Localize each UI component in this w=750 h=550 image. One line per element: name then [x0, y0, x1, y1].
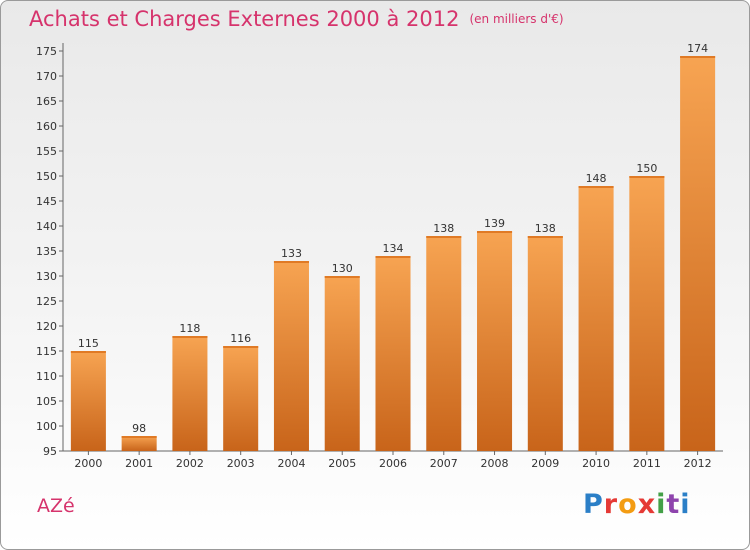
y-tick-label: 105: [36, 395, 57, 408]
value-label: 115: [78, 337, 99, 350]
y-tick-label: 95: [43, 445, 57, 458]
value-label: 118: [179, 322, 200, 335]
bar: [172, 336, 208, 451]
bar: [70, 351, 106, 451]
logo-letter: P: [583, 489, 604, 520]
x-tick-label: 2006: [379, 457, 407, 470]
x-tick-label: 2000: [74, 457, 102, 470]
bar-top-edge: [426, 236, 462, 238]
bar: [426, 236, 462, 451]
x-tick-label: 2005: [328, 457, 356, 470]
bar-top-edge: [324, 276, 360, 278]
value-label: 150: [636, 162, 657, 175]
bar-top-edge: [172, 336, 208, 338]
bar: [578, 186, 614, 451]
y-tick-label: 130: [36, 270, 57, 283]
chart-title-text: Achats et Charges Externes 2000 à 2012: [29, 7, 460, 31]
value-label: 98: [132, 422, 146, 435]
bar: [527, 236, 563, 451]
y-tick-label: 135: [36, 245, 57, 258]
bar-top-edge: [629, 176, 665, 178]
bar: [324, 276, 360, 451]
bar-top-edge: [477, 231, 513, 233]
value-label: 133: [281, 247, 302, 260]
y-tick-label: 165: [36, 95, 57, 108]
y-tick-label: 115: [36, 345, 57, 358]
y-tick-label: 145: [36, 195, 57, 208]
y-tick-label: 100: [36, 420, 57, 433]
bar: [680, 56, 716, 451]
chart-title: Achats et Charges Externes 2000 à 2012 (e…: [29, 7, 564, 31]
logo-letter: o: [618, 489, 638, 520]
y-tick-label: 110: [36, 370, 57, 383]
y-tick-label: 170: [36, 70, 57, 83]
x-tick-label: 2003: [227, 457, 255, 470]
value-label: 148: [586, 172, 607, 185]
bar: [223, 346, 259, 451]
y-tick-label: 140: [36, 220, 57, 233]
bar-top-edge: [121, 436, 157, 438]
logo-letter: i: [656, 489, 667, 520]
value-label: 139: [484, 217, 505, 230]
proxiti-logo: Proxiti: [583, 489, 691, 520]
value-label: 116: [230, 332, 251, 345]
chart-subtitle: (en milliers d'€): [469, 12, 564, 26]
y-tick-label: 150: [36, 170, 57, 183]
x-tick-label: 2004: [277, 457, 305, 470]
bar: [629, 176, 665, 451]
bar: [121, 436, 157, 451]
bar-top-edge: [70, 351, 106, 353]
x-tick-label: 2001: [125, 457, 153, 470]
x-tick-label: 2008: [481, 457, 509, 470]
bar-top-edge: [527, 236, 563, 238]
y-tick-label: 175: [36, 45, 57, 58]
x-tick-label: 2007: [430, 457, 458, 470]
x-tick-label: 2010: [582, 457, 610, 470]
bar: [273, 261, 309, 451]
bar-top-edge: [578, 186, 614, 188]
bar-top-edge: [223, 346, 259, 348]
place-name: AZé: [37, 495, 75, 517]
value-label: 130: [332, 262, 353, 275]
bar-top-edge: [375, 256, 411, 258]
x-tick-label: 2009: [531, 457, 559, 470]
logo-letter: i: [680, 489, 691, 520]
logo-letter: r: [603, 489, 619, 520]
x-tick-label: 2011: [633, 457, 661, 470]
x-tick-label: 2002: [176, 457, 204, 470]
value-label: 138: [433, 222, 454, 235]
value-label: 138: [535, 222, 556, 235]
value-label: 174: [687, 42, 708, 55]
value-label: 134: [383, 242, 404, 255]
bar-top-edge: [680, 56, 716, 58]
x-tick-label: 2012: [684, 457, 712, 470]
bar: [477, 231, 513, 451]
y-tick-label: 125: [36, 295, 57, 308]
bar-top-edge: [273, 261, 309, 263]
y-tick-label: 155: [36, 145, 57, 158]
y-tick-label: 120: [36, 320, 57, 333]
logo-letter: x: [637, 489, 657, 520]
logo-letter: t: [666, 489, 681, 520]
y-tick-label: 160: [36, 120, 57, 133]
bar: [375, 256, 411, 451]
